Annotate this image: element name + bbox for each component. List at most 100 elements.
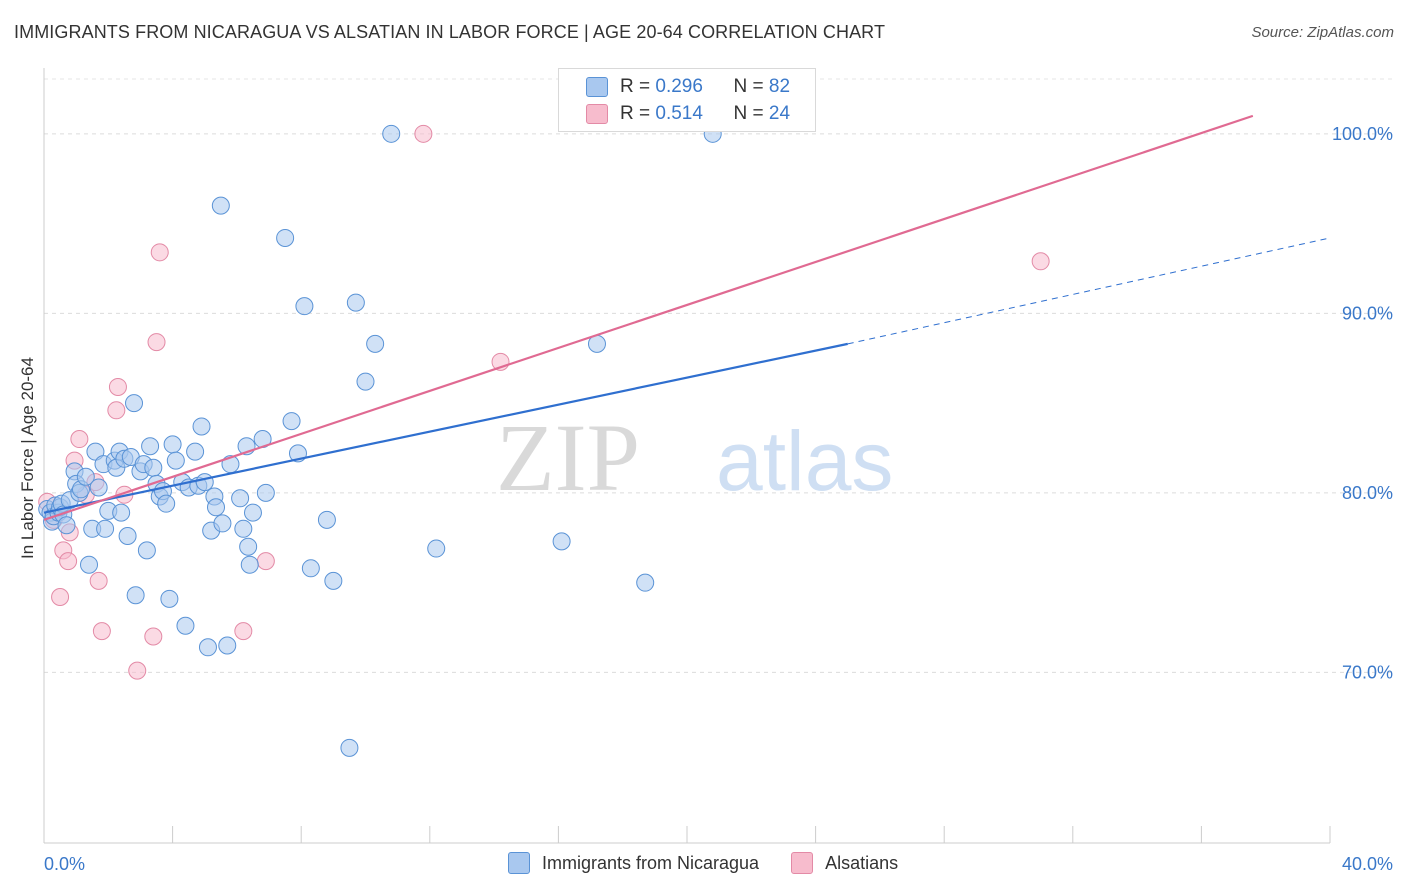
legend-swatch-blue (508, 852, 530, 874)
nicaragua-point (218, 636, 237, 655)
watermark-atlas: atlas (716, 414, 893, 508)
tick-labels: 70.0% 80.0% 90.0% 100.0% 0.0% 40.0% (44, 124, 1393, 874)
nicaragua-point (137, 541, 156, 560)
nicaragua-point (176, 616, 195, 635)
nicaragua-point (301, 559, 320, 578)
alsatians-point (51, 588, 70, 607)
nicaragua-point (89, 478, 108, 497)
nicaragua-point (195, 473, 214, 492)
nicaragua-trend-line (43, 342, 848, 514)
y-tick-label: 80.0% (1342, 483, 1393, 503)
nicaragua-point (256, 483, 275, 502)
nicaragua-point (125, 394, 144, 413)
legend-swatch-blue (586, 77, 608, 97)
axes (43, 68, 1331, 844)
alsatians-point (256, 552, 275, 571)
nicaragua-point (636, 573, 655, 592)
legend-r-value: 0.296 (655, 76, 703, 97)
nicaragua-point (186, 442, 205, 461)
grid-lines (44, 78, 1392, 673)
x-tick-label-min: 0.0% (44, 854, 85, 874)
nicaragua-point (80, 555, 99, 574)
alsatians-point (59, 552, 78, 571)
nicaragua-point (157, 494, 176, 513)
legend-n-value: 82 (768, 76, 791, 97)
alsatians-point (92, 622, 111, 641)
nicaragua-point (317, 510, 336, 529)
nicaragua-point (295, 297, 314, 316)
nicaragua-point (239, 537, 258, 556)
alsatians-point (1031, 252, 1050, 271)
alsatians-point (144, 627, 163, 646)
nicaragua-point (276, 228, 295, 247)
nicaragua-point (118, 526, 137, 545)
nicaragua-point (160, 589, 179, 608)
alsatians-point (234, 622, 253, 641)
nicaragua-points (38, 124, 722, 757)
legend-r-value: 0.514 (655, 103, 703, 124)
nicaragua-point (144, 458, 163, 477)
nicaragua-point (141, 437, 160, 456)
trend-lines (43, 114, 1331, 521)
nicaragua-point (166, 451, 185, 470)
legend-item-alsatians: Alsatians (791, 852, 898, 874)
nicaragua-point (96, 519, 115, 538)
legend-n-label: N = (733, 103, 764, 124)
nicaragua-point (356, 372, 375, 391)
y-tick-label: 90.0% (1342, 303, 1393, 323)
nicaragua-point (427, 539, 446, 558)
legend-label-nicaragua: Immigrants from Nicaragua (542, 852, 760, 873)
alsatians-point (89, 571, 108, 590)
source-label: Source: ZipAtlas.com (1251, 24, 1394, 41)
series-legend: Immigrants from Nicaragua Alsatians (508, 852, 930, 874)
nicaragua-point (163, 435, 182, 454)
nicaragua-point (366, 334, 385, 353)
nicaragua-point (112, 503, 131, 522)
y-tick-label: 100.0% (1332, 124, 1393, 144)
x-tick-label-max: 40.0% (1342, 854, 1393, 874)
alsatians-point (108, 377, 127, 396)
nicaragua-point (207, 498, 226, 517)
nicaragua-point (126, 586, 145, 605)
legend-row-alsatians: R = 0.514 N = 24 (586, 103, 791, 125)
nicaragua-point (346, 293, 365, 312)
y-axis-title: In Labor Force | Age 20-64 (18, 357, 37, 559)
alsatians-point (70, 430, 89, 449)
nicaragua-point (340, 738, 359, 757)
legend-label-alsatians: Alsatians (825, 852, 899, 873)
legend-r-label: R = (620, 103, 651, 124)
alsatians-point (107, 401, 126, 420)
alsatians-point (150, 243, 169, 262)
nicaragua-point (211, 196, 230, 215)
nicaragua-point (324, 571, 343, 590)
chart-title: IMMIGRANTS FROM NICARAGUA VS ALSATIAN IN… (14, 22, 886, 42)
nicaragua-point (231, 489, 250, 508)
alsatians-point (128, 661, 147, 680)
alsatians-point (147, 333, 166, 352)
nicaragua-point (57, 516, 76, 535)
nicaragua-trend-extension (847, 237, 1331, 345)
legend-swatch-pink (586, 104, 608, 124)
watermark: ZIP atlas (496, 404, 893, 511)
nicaragua-point (240, 555, 259, 574)
correlation-legend: R = 0.296 N = 82 R = 0.514 N = 24 (558, 68, 816, 132)
nicaragua-point (76, 467, 95, 486)
legend-item-nicaragua: Immigrants from Nicaragua (508, 852, 759, 874)
nicaragua-point (243, 503, 262, 522)
alsatians-point (414, 124, 433, 143)
nicaragua-point (213, 514, 232, 533)
watermark-zip: ZIP (496, 404, 640, 511)
legend-swatch-pink (791, 852, 814, 874)
nicaragua-point (86, 442, 105, 461)
nicaragua-point (552, 532, 571, 551)
alsatians-points (38, 124, 1050, 680)
legend-n-value: 24 (768, 103, 791, 124)
nicaragua-point (198, 638, 217, 657)
legend-r-label: R = (620, 76, 651, 97)
nicaragua-point (382, 124, 401, 143)
nicaragua-point (192, 417, 211, 436)
alsatians-trend-line (43, 114, 1254, 521)
y-tick-label: 70.0% (1342, 662, 1393, 682)
legend-n-label: N = (733, 76, 764, 97)
